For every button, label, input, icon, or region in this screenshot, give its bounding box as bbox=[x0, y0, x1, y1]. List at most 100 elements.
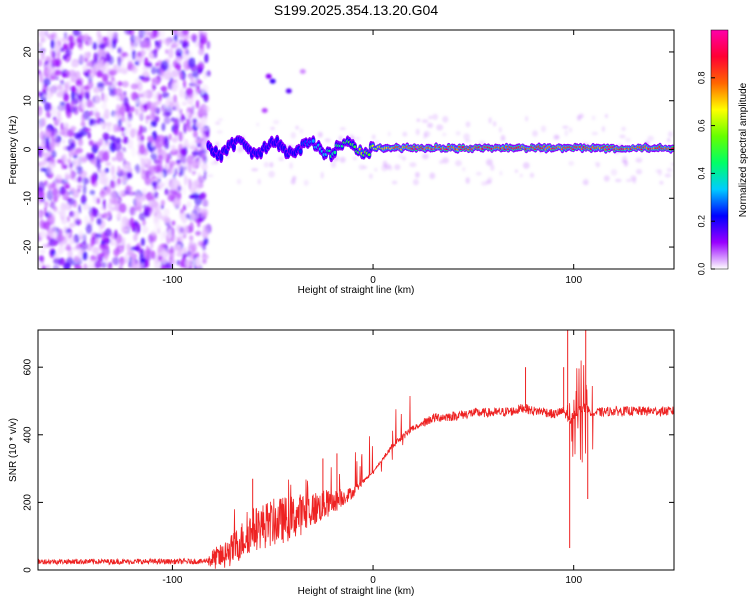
noise-speckle bbox=[104, 254, 109, 262]
noise-speckle bbox=[147, 196, 156, 202]
noise-speckle bbox=[82, 251, 88, 261]
noise-speckle bbox=[150, 120, 158, 128]
track-halo-speckle bbox=[666, 167, 673, 173]
colorbar-tick-label: 0.0 bbox=[696, 263, 706, 276]
noise-speckle bbox=[195, 230, 202, 236]
track-halo-speckle bbox=[562, 125, 569, 129]
noise-speckle bbox=[151, 250, 156, 260]
noise-speckle bbox=[144, 30, 150, 38]
spectral-blob bbox=[285, 88, 292, 94]
noise-speckle bbox=[96, 69, 104, 78]
noise-speckle bbox=[53, 132, 58, 142]
noise-speckle bbox=[161, 92, 170, 99]
noise-speckle bbox=[109, 79, 118, 89]
noise-speckle bbox=[67, 158, 71, 164]
y-tick-label: -10 bbox=[23, 191, 34, 206]
noise-speckle bbox=[55, 209, 62, 214]
noise-speckle bbox=[201, 162, 208, 171]
noise-speckle bbox=[94, 111, 101, 119]
noise-speckle bbox=[153, 164, 161, 174]
noise-speckle bbox=[138, 75, 146, 80]
spectrogram-y-ticks: -20 -10 0 10 20 bbox=[23, 46, 674, 254]
track-halo-speckle bbox=[670, 162, 674, 166]
noise-speckle bbox=[141, 188, 148, 194]
noise-speckle bbox=[173, 127, 179, 136]
noise-speckle bbox=[147, 101, 155, 111]
noise-speckle bbox=[104, 167, 110, 173]
noise-speckle bbox=[68, 162, 74, 168]
noise-speckle bbox=[92, 246, 100, 255]
noise-speckle bbox=[107, 39, 112, 49]
noise-speckle bbox=[182, 247, 187, 254]
noise-speckle bbox=[186, 143, 191, 149]
noise-speckle bbox=[140, 49, 145, 58]
noise-speckle bbox=[121, 176, 126, 183]
noise-speckle bbox=[106, 81, 113, 86]
noise-speckle bbox=[90, 159, 97, 165]
track-halo-speckle bbox=[664, 173, 672, 178]
colorbar-tick-label: 0.2 bbox=[696, 215, 706, 228]
noise-speckle bbox=[49, 201, 56, 209]
noise-speckle bbox=[45, 140, 50, 149]
snr-frame bbox=[37, 329, 675, 571]
noise-speckle bbox=[183, 122, 187, 134]
noise-speckle bbox=[63, 164, 68, 170]
noise-speckle bbox=[78, 30, 82, 37]
noise-speckle bbox=[42, 93, 47, 99]
noise-speckle bbox=[188, 179, 192, 190]
track-halo-speckle bbox=[352, 156, 358, 161]
noise-speckle bbox=[88, 67, 97, 78]
noise-speckle bbox=[194, 256, 202, 267]
noise-speckle bbox=[109, 179, 116, 189]
noise-speckle bbox=[102, 36, 109, 41]
track-halo-speckle bbox=[217, 118, 224, 122]
noise-speckle bbox=[96, 117, 101, 125]
noise-speckle bbox=[65, 243, 71, 251]
noise-speckle bbox=[111, 40, 117, 49]
noise-speckle bbox=[182, 167, 186, 179]
noise-speckle bbox=[133, 127, 139, 135]
noise-speckle bbox=[63, 225, 67, 233]
noise-speckle bbox=[119, 221, 125, 227]
track-halo-speckle bbox=[615, 178, 622, 183]
track-core bbox=[225, 149, 229, 153]
noise-speckle bbox=[111, 156, 118, 162]
noise-speckle bbox=[61, 219, 68, 225]
noise-speckle bbox=[172, 41, 177, 48]
noise-speckle bbox=[46, 164, 53, 176]
tracked-signal bbox=[206, 134, 674, 163]
noise-speckle bbox=[77, 138, 84, 147]
noise-speckle bbox=[101, 93, 108, 104]
noise-speckle bbox=[160, 60, 169, 71]
noise-speckle bbox=[182, 204, 187, 211]
track-halo-speckle bbox=[625, 137, 631, 143]
noise-speckle bbox=[62, 189, 69, 201]
noise-speckle bbox=[202, 116, 209, 121]
noise-speckle bbox=[83, 85, 89, 90]
noise-speckle bbox=[151, 181, 159, 187]
noise-speckle bbox=[123, 136, 129, 145]
noise-speckle bbox=[104, 237, 111, 244]
noise-speckle bbox=[49, 90, 54, 97]
noise-speckle bbox=[124, 52, 133, 61]
noise-speckle bbox=[172, 30, 178, 34]
noise-speckle bbox=[148, 209, 157, 218]
noise-speckle bbox=[202, 224, 208, 231]
noise-speckle bbox=[62, 126, 70, 138]
noise-speckle bbox=[73, 177, 78, 182]
noise-speckle bbox=[113, 123, 118, 133]
noise-speckle bbox=[201, 229, 209, 239]
track-halo-speckle bbox=[409, 162, 417, 168]
track-halo-speckle bbox=[362, 165, 368, 169]
noise-speckle bbox=[59, 79, 65, 86]
noise-speckle bbox=[38, 142, 41, 147]
noise-speckle bbox=[78, 230, 84, 241]
noise-speckle bbox=[163, 143, 170, 150]
noise-speckle bbox=[53, 195, 58, 203]
noise-speckle bbox=[150, 230, 157, 237]
noise-speckle bbox=[179, 35, 183, 44]
noise-speckle bbox=[73, 132, 80, 139]
noise-speckle bbox=[102, 150, 110, 162]
